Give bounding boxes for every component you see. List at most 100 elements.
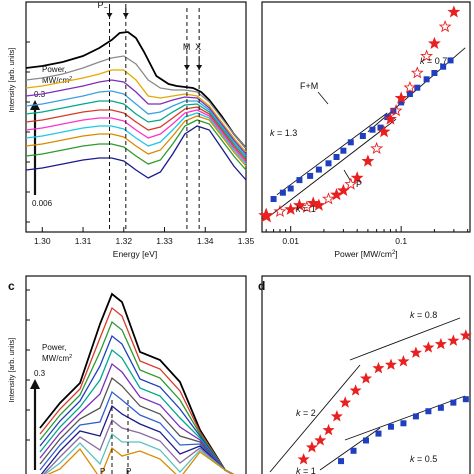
point-star (434, 337, 447, 350)
point-square (325, 160, 332, 167)
label-k-value: = 0.7 (425, 56, 448, 66)
label-k-value: = 0.5 (415, 454, 438, 464)
point-star (344, 177, 358, 190)
x-axis-title-sup: 2 (392, 250, 396, 256)
point-star (409, 346, 423, 358)
point-square (462, 396, 469, 403)
point-star (410, 66, 424, 79)
point-star (447, 334, 460, 346)
x-tick-label: 1.34 (197, 236, 214, 246)
fit-line (344, 395, 466, 441)
x-axis-title: Power [MW/cm2] (334, 249, 397, 259)
point-square (338, 458, 345, 465)
point-star (258, 207, 275, 223)
x-axis-title-end: ] (395, 249, 397, 259)
point-star (438, 20, 452, 33)
label-p: P (356, 179, 362, 189)
point-star (273, 204, 287, 218)
marker-arrowhead-0 (106, 13, 113, 18)
spectrum-line-3 (25, 79, 247, 155)
y-axis-title: Intensity [arb. units] (7, 337, 16, 402)
x-tick-label: 0.01 (282, 236, 299, 246)
point-square (440, 63, 447, 70)
point-star (377, 125, 391, 138)
spectrum-line-2 (39, 320, 234, 474)
label-k-value: = 2 (301, 408, 316, 418)
spectrum-line-5 (25, 100, 247, 159)
point-square (406, 91, 413, 97)
panel-a: 1.30 1.31 1.32 1.33 1.34 1.35 Energy [eV] Inten… (7, 0, 255, 259)
x-tick-label: 1.32 (116, 236, 133, 246)
point-square (340, 147, 347, 154)
x-tick-label: 1.30 (34, 236, 51, 246)
point-square (423, 76, 430, 83)
x-tick-label: 0.1 (395, 236, 407, 246)
label-k: k = 1 (296, 204, 316, 214)
point-star (389, 104, 403, 117)
marker-arrowhead-2 (183, 65, 190, 70)
point-square (450, 399, 457, 406)
point-square (359, 133, 366, 139)
label-k: k = 1 (296, 466, 316, 474)
spectrum-line-4 (39, 348, 234, 474)
point-star (420, 49, 434, 62)
point-square (315, 166, 322, 173)
spectrum-line-10 (44, 432, 234, 474)
label-k: k = 2 (296, 408, 316, 418)
point-square (425, 408, 432, 415)
spectrum-line-6 (39, 376, 234, 474)
plot-frame (25, 275, 247, 474)
spectrum-line-4 (25, 90, 247, 157)
point-square (387, 423, 394, 430)
point-star (459, 329, 472, 341)
point-star (322, 192, 335, 205)
legend-title: Power, (42, 65, 66, 74)
point-square (287, 185, 294, 192)
point-square (447, 57, 454, 64)
label-k-value: = 1.3 (275, 128, 298, 138)
label-p-leader (343, 169, 351, 181)
panel-c: c Intensity [arb. units] Power, MW/cm2 0.3 P P (7, 275, 247, 474)
point-star (349, 384, 362, 396)
label-k: k = 1.3 (270, 128, 297, 138)
spectrum-line-3 (39, 334, 234, 474)
point-star (397, 355, 410, 367)
spectrum-line-6 (25, 106, 247, 161)
label-fm-leader (317, 91, 329, 105)
plot-frame (261, 1, 471, 233)
marker-sub: − (104, 5, 108, 12)
point-star (314, 434, 327, 446)
marker-label-0: P (100, 467, 105, 474)
x-tick-label: 1.31 (75, 236, 92, 246)
point-square (377, 124, 384, 131)
label-k: k = 0.5 (410, 454, 437, 464)
spectrum-line-5 (39, 362, 234, 474)
point-star (447, 5, 461, 18)
point-square (333, 154, 340, 160)
plot-frame (25, 1, 247, 233)
point-star (292, 198, 306, 211)
point-star (312, 198, 326, 211)
label-k-value: = 1 (301, 204, 316, 214)
spectrum-line-9 (25, 115, 247, 167)
marker-label-0: P− (98, 0, 108, 12)
point-square (307, 172, 314, 179)
spectrum-line-10 (25, 119, 247, 171)
x-tick-label: 1.33 (156, 236, 173, 246)
point-star (359, 372, 373, 384)
point-square (431, 70, 438, 76)
point-square (369, 126, 376, 133)
point-square (375, 430, 382, 437)
panel-d: d k = 0.8 k = 2 k = 0.5 k = 1 (258, 275, 472, 474)
point-square (279, 189, 286, 196)
point-star (427, 36, 441, 50)
x-axis-title: Energy [eV] (113, 249, 157, 259)
point-square (363, 437, 369, 444)
label-fm: F+M (300, 81, 318, 91)
point-star (284, 202, 298, 215)
point-star (384, 358, 398, 370)
legend-unit-sup: 2 (69, 354, 72, 360)
fit-line (269, 364, 361, 473)
point-star (361, 154, 375, 167)
legend-unit: MW/cm2 (42, 354, 72, 363)
